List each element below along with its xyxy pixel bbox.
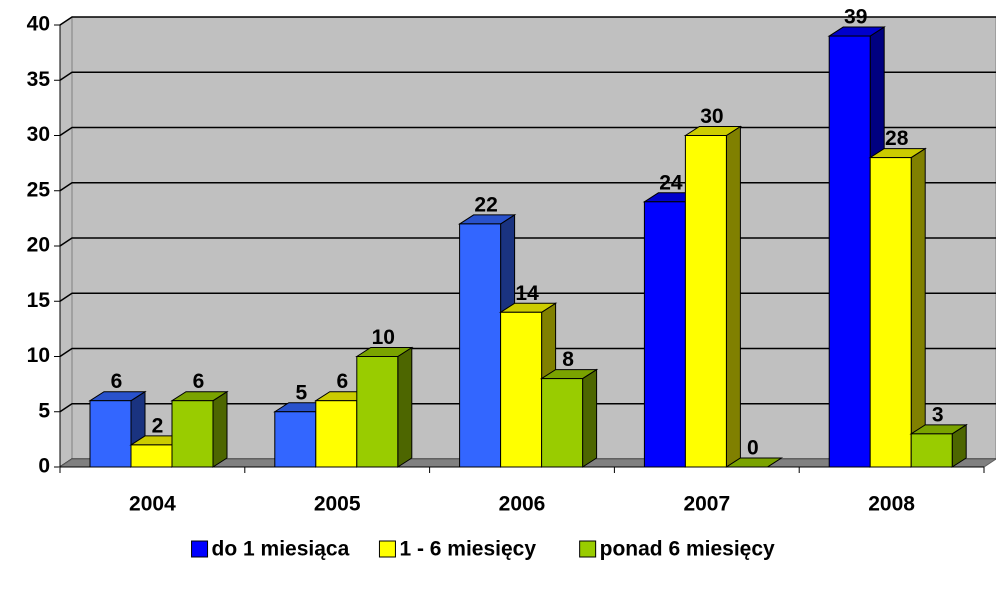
bar xyxy=(643,201,686,468)
y-tick-label: 0 xyxy=(38,455,50,478)
bar-side xyxy=(910,147,926,468)
value-label: 39 xyxy=(844,6,867,29)
value-label: 14 xyxy=(515,282,539,305)
bar xyxy=(171,400,214,468)
value-label: 10 xyxy=(372,326,395,349)
y-tick-label: 40 xyxy=(27,13,50,36)
grid-line xyxy=(59,126,996,137)
x-tick-label: 2008 xyxy=(868,493,915,516)
bar-top xyxy=(724,457,784,468)
value-label: 0 xyxy=(747,437,759,460)
bar xyxy=(828,35,871,468)
value-label: 6 xyxy=(336,370,348,393)
value-label: 22 xyxy=(474,193,497,216)
y-tick-label: 35 xyxy=(27,68,51,91)
legend-swatch xyxy=(579,540,597,558)
value-label: 24 xyxy=(659,171,683,194)
bar xyxy=(869,157,912,468)
bar xyxy=(274,411,317,468)
legend-label: do 1 miesiąca xyxy=(212,538,350,561)
bar-side xyxy=(725,125,741,468)
value-label: 30 xyxy=(700,105,723,128)
legend-swatch xyxy=(378,540,396,558)
value-label: 2 xyxy=(152,414,164,437)
x-tick-label: 2005 xyxy=(314,493,361,516)
bar xyxy=(684,135,727,468)
bar xyxy=(356,356,399,468)
y-tick-label: 25 xyxy=(27,178,51,201)
value-label: 8 xyxy=(562,348,574,371)
bar xyxy=(130,444,173,468)
y-tick-label: 15 xyxy=(27,289,51,312)
x-tick-label: 2007 xyxy=(683,493,730,516)
bar xyxy=(89,400,132,468)
grid-line xyxy=(59,71,996,81)
bar xyxy=(541,378,584,468)
bar xyxy=(459,223,502,468)
y-tick-label: 5 xyxy=(38,399,50,422)
value-label: 5 xyxy=(295,381,307,404)
value-label: 6 xyxy=(193,370,205,393)
bar xyxy=(910,433,953,468)
value-label: 28 xyxy=(885,127,909,150)
y-tick-label: 30 xyxy=(27,123,50,146)
legend-label: 1 - 6 miesięcy xyxy=(399,538,536,561)
bar-side xyxy=(212,390,228,468)
x-tick-label: 2006 xyxy=(499,493,546,516)
bar xyxy=(500,311,543,468)
grid-line xyxy=(59,16,996,26)
bar xyxy=(315,400,358,468)
legend-swatch xyxy=(191,540,209,558)
bar-side xyxy=(397,346,413,468)
y-tick-label: 20 xyxy=(27,234,50,257)
value-label: 6 xyxy=(111,370,123,393)
y-tick-label: 10 xyxy=(27,344,50,367)
legend-label: ponad 6 miesięcy xyxy=(600,538,775,561)
bar-side xyxy=(582,368,598,468)
x-tick-label: 2004 xyxy=(129,493,176,516)
value-label: 3 xyxy=(932,403,944,426)
